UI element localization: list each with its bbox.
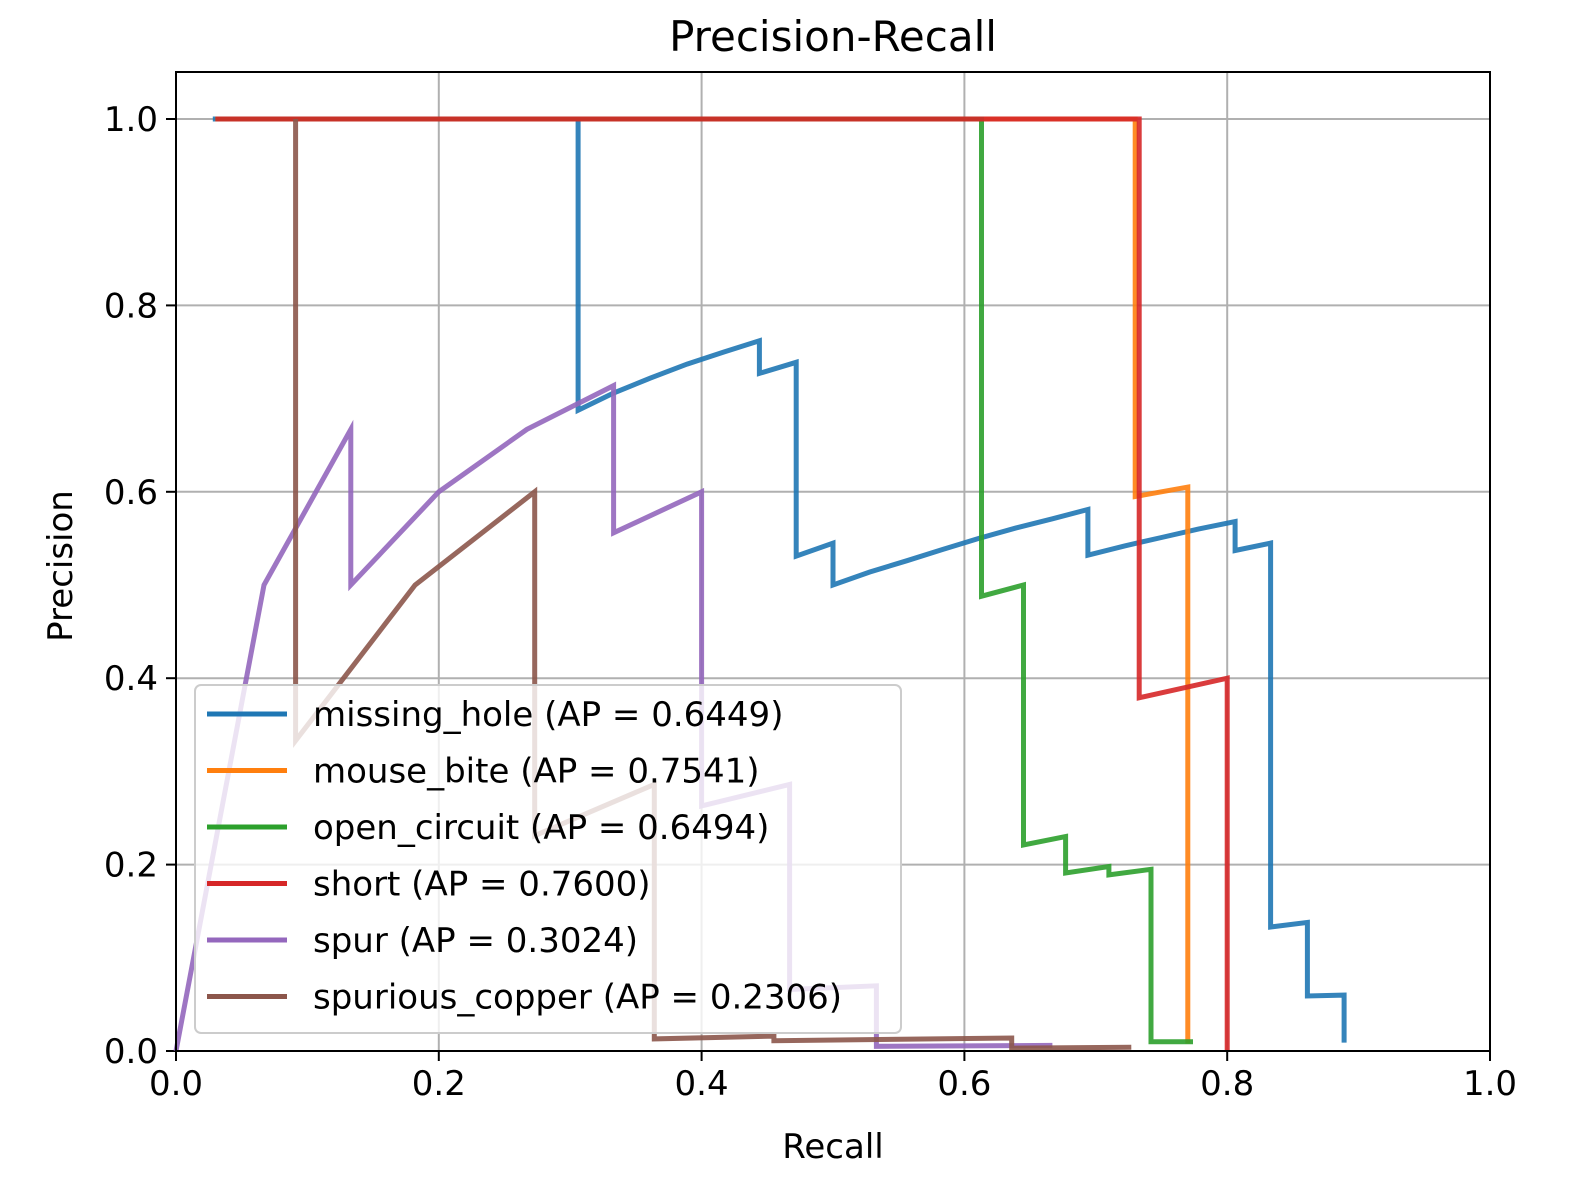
x-tick-label: 0.2 [412,1064,466,1104]
legend-label-1: mouse_bite (AP = 0.7541) [313,752,760,792]
legend-label-3: short (AP = 0.7600) [313,865,651,905]
x-tick-label: 0.6 [937,1064,991,1104]
x-tick-label: 0.8 [1200,1064,1254,1104]
legend-label-4: spur (AP = 0.3024) [313,921,638,961]
legend-label-2: open_circuit (AP = 0.6494) [313,808,769,848]
x-tick-label: 0.0 [149,1064,203,1104]
x-tick-label: 0.4 [675,1064,729,1104]
x-tick-label: 1.0 [1463,1064,1517,1104]
legend-label-5: spurious_copper (AP = 0.2306) [313,978,842,1018]
axis-ticks: 0.0 0.2 0.4 0.6 0.8 1.0 0.0 0.2 0.4 0.6 0.8 1.0 [104,100,1517,1104]
y-tick-label: 0.4 [104,659,158,699]
series-line-2 [215,116,1193,1045]
y-tick-label: 1.0 [104,100,158,140]
legend-box [194,684,902,1034]
series-lines [173,116,1347,1052]
y-tick-label: 0.2 [104,846,158,886]
plot-frame [175,71,1491,1052]
y-tick-label: 0.6 [104,473,158,513]
legend: missing_hole (AP = 0.6449) mouse_bite (AP… [194,684,902,1034]
chart-title: Precision-Recall [669,12,997,61]
x-axis-label: Recall [782,1127,883,1167]
series-line-0 [212,116,1347,1043]
y-tick-label: 0.0 [104,1032,158,1072]
y-axis-label: Precision [41,490,81,642]
y-tick-label: 0.8 [104,286,158,326]
legend-label-0: missing_hole (AP = 0.6449) [313,695,783,735]
series-line-3 [215,116,1230,1051]
